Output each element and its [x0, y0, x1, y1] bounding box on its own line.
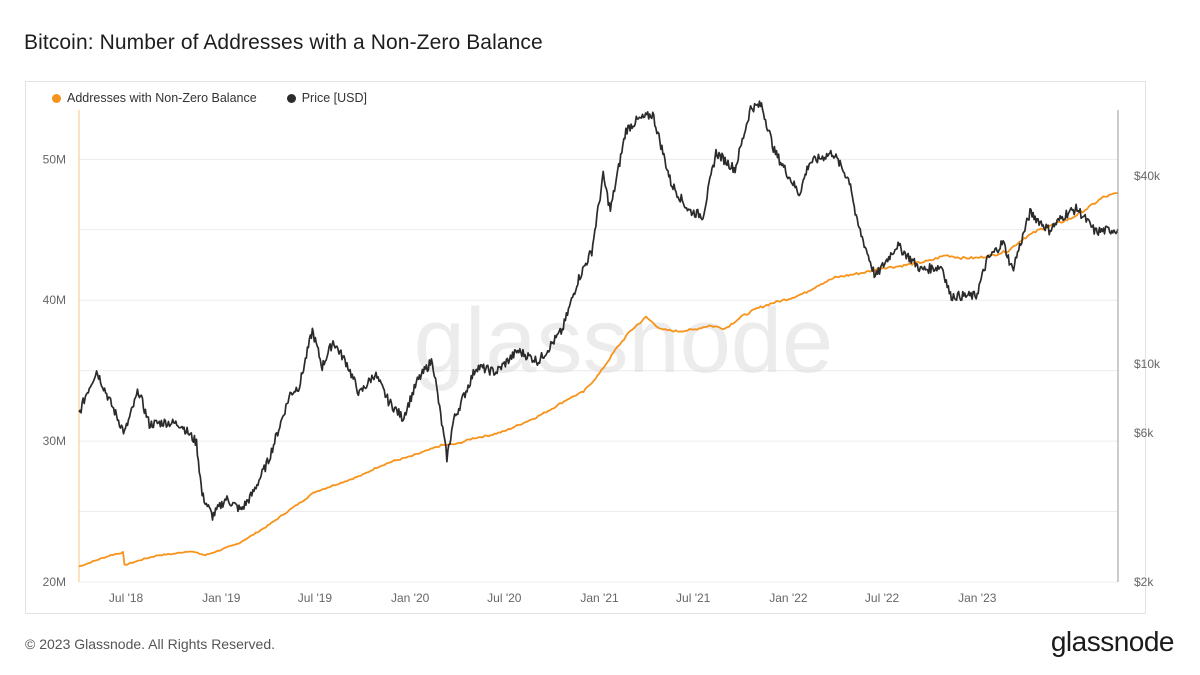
y-left-tick-label: 20M: [43, 575, 66, 589]
series-line-price: [78, 100, 1119, 521]
x-tick-label: Jan '22: [769, 591, 808, 605]
y-right-tick-label: $2k: [1134, 575, 1154, 589]
chart-frame: [25, 81, 1146, 614]
y-left-tick-label: 50M: [43, 152, 66, 166]
y-right-tick-label: $10k: [1134, 357, 1161, 371]
y-left-tick-label: 30M: [43, 434, 66, 448]
chart-title: Bitcoin: Number of Addresses with a Non-…: [24, 31, 543, 54]
legend-label-price: Price [USD]: [301, 91, 367, 105]
chart-legend: Addresses with Non-Zero Balance Price [U…: [52, 91, 367, 105]
legend-item-price[interactable]: Price [USD]: [286, 91, 367, 105]
x-tick-label: Jul '22: [865, 591, 900, 605]
x-tick-label: Jan '20: [391, 591, 430, 605]
y-right-tick-label: $6k: [1134, 426, 1154, 440]
x-tick-label: Jul '21: [676, 591, 711, 605]
x-tick-label: Jan '21: [580, 591, 619, 605]
legend-dot-price: [286, 93, 296, 103]
x-tick-label: Jan '19: [202, 591, 241, 605]
footer-logo: glassnode: [1050, 626, 1175, 657]
x-tick-label: Jul '19: [298, 591, 333, 605]
x-tick-label: Jul '18: [109, 591, 144, 605]
legend-label-addresses: Addresses with Non-Zero Balance: [67, 91, 257, 105]
x-tick-label: Jul '20: [487, 591, 522, 605]
y-right-tick-label: $40k: [1134, 169, 1161, 183]
y-left-tick-label: 40M: [43, 293, 66, 307]
footer-copyright: © 2023 Glassnode. All Rights Reserved.: [25, 636, 276, 652]
series-line-addresses: [78, 192, 1118, 568]
legend-dot-addresses: [52, 93, 61, 103]
x-tick-label: Jan '23: [958, 591, 997, 605]
legend-item-addresses[interactable]: Addresses with Non-Zero Balance: [52, 91, 257, 105]
